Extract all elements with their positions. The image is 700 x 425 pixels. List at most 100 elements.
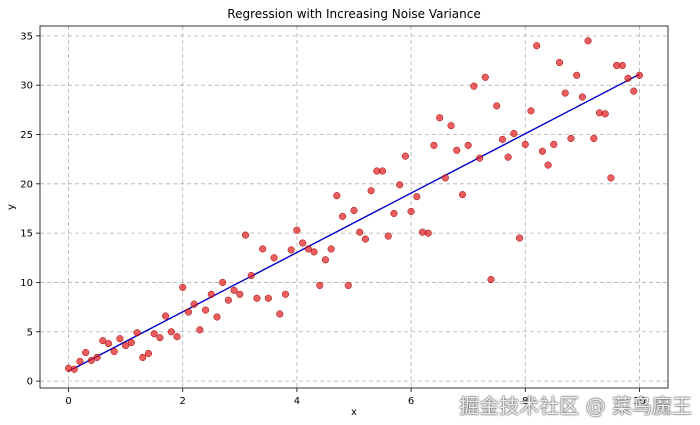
data-point <box>321 256 330 264</box>
y-axis-label: y <box>6 204 17 210</box>
x-tick-label: 4 <box>294 396 300 407</box>
data-point <box>127 339 135 347</box>
data-point <box>493 102 501 110</box>
data-point <box>70 365 78 373</box>
data-point <box>481 73 489 81</box>
regression-line <box>68 73 640 372</box>
data-point <box>436 114 444 122</box>
data-point <box>578 93 586 101</box>
data-point <box>173 333 181 341</box>
data-point <box>207 290 215 298</box>
data-point <box>122 342 130 350</box>
data-point <box>390 209 398 217</box>
y-tick-label: 20 <box>20 179 33 190</box>
data-point <box>104 340 113 348</box>
data-point <box>533 42 541 50</box>
data-point <box>179 283 187 291</box>
data-point <box>607 174 615 182</box>
data-point <box>573 71 581 79</box>
y-tick-label: 10 <box>20 278 33 289</box>
x-tick-label: 6 <box>408 396 414 407</box>
data-point <box>453 146 461 154</box>
data-point <box>76 357 84 365</box>
data-point <box>630 87 638 95</box>
y-tick-label: 0 <box>27 377 33 388</box>
data-point <box>624 74 632 82</box>
data-point <box>236 290 244 298</box>
data-point <box>527 107 535 115</box>
data-point <box>635 71 644 79</box>
data-point <box>424 229 432 237</box>
data-point <box>378 167 387 175</box>
data-point <box>344 281 352 289</box>
data-point <box>476 154 484 162</box>
y-tick-label: 35 <box>20 31 33 42</box>
data-point <box>590 134 598 142</box>
data-point <box>230 286 238 294</box>
data-point <box>310 248 318 256</box>
data-point <box>213 313 221 321</box>
data-point <box>219 278 227 287</box>
data-point <box>521 140 529 148</box>
data-point <box>339 212 347 220</box>
data-point <box>550 140 558 148</box>
data-point <box>116 335 124 343</box>
scatter-points <box>64 37 644 373</box>
data-point <box>276 310 284 318</box>
chart-title: Regression with Increasing Noise Varianc… <box>227 7 480 21</box>
data-point <box>144 349 153 358</box>
data-point <box>110 347 118 356</box>
y-tick-label: 5 <box>27 327 33 338</box>
data-point <box>184 308 192 316</box>
data-point <box>167 328 175 336</box>
data-point <box>401 152 409 160</box>
data-point <box>538 147 546 155</box>
data-point <box>304 245 312 253</box>
y-tick-label: 30 <box>20 81 33 92</box>
data-point <box>544 161 552 169</box>
data-point <box>396 181 404 189</box>
data-point <box>293 226 301 234</box>
data-point <box>150 330 158 338</box>
data-point <box>270 254 278 262</box>
x-tick-label: 0 <box>65 396 71 407</box>
data-point <box>516 234 524 242</box>
data-point <box>241 231 250 239</box>
data-point <box>281 290 290 298</box>
data-point <box>356 228 364 236</box>
data-point <box>601 110 609 118</box>
data-point <box>584 37 592 45</box>
data-point <box>464 141 472 149</box>
data-point <box>190 300 198 308</box>
data-point <box>93 353 101 361</box>
x-tick-label: 10 <box>633 396 646 407</box>
data-point <box>458 191 467 199</box>
data-point <box>350 206 358 215</box>
data-point <box>510 129 518 138</box>
data-point <box>139 353 147 361</box>
x-axis-label: x <box>351 407 357 418</box>
x-tick-label: 2 <box>180 396 186 407</box>
data-point <box>441 174 449 182</box>
data-point <box>487 275 495 284</box>
x-axis-ticks: 0 2 4 6 8 10 <box>65 388 646 407</box>
data-point <box>430 141 438 149</box>
data-point <box>567 134 575 142</box>
data-point <box>504 153 512 161</box>
watermark: 掘金技术社区 @ 菜鸟魔王 <box>459 394 692 418</box>
fit-line <box>68 73 640 372</box>
data-point <box>361 235 369 243</box>
data-point <box>133 329 141 337</box>
data-point <box>316 281 324 289</box>
data-point <box>162 312 170 320</box>
data-point <box>299 239 307 247</box>
x-tick-label: 8 <box>522 396 528 407</box>
data-point <box>156 334 164 342</box>
data-point <box>367 187 375 195</box>
data-point <box>561 89 569 97</box>
data-point <box>202 306 210 314</box>
plot-frame <box>39 25 669 389</box>
data-point <box>264 294 272 302</box>
data-point <box>99 337 107 345</box>
